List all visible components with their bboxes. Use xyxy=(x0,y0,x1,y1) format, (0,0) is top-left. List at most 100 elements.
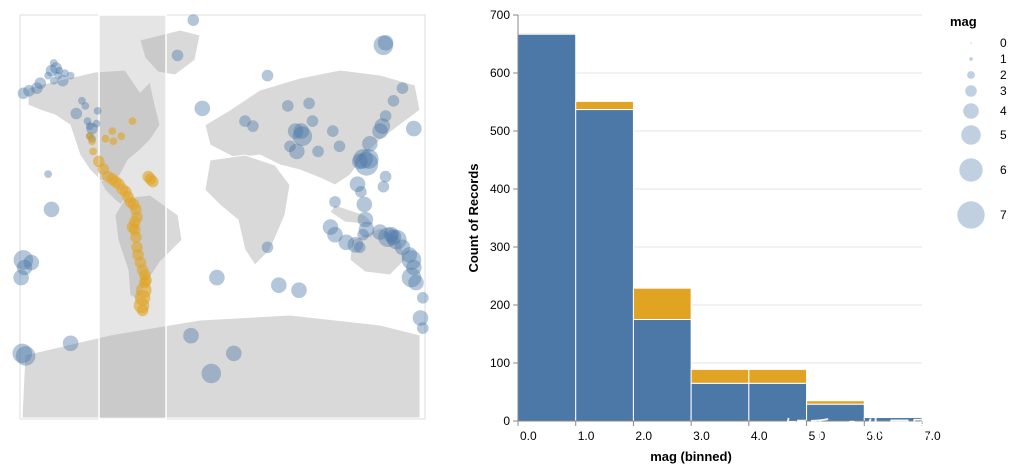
quake-point xyxy=(338,234,355,251)
legend-label: 5 xyxy=(1000,128,1007,142)
x-tick-label: 4.0 xyxy=(751,429,768,443)
x-tick-label: 0.0 xyxy=(520,429,537,443)
quake-point xyxy=(49,76,58,85)
histogram: 0 100 200 300 400 500 600 700 0.0 1.0 2.0 3.0 4.0 5.0… xyxy=(466,8,941,464)
quake-point xyxy=(379,110,392,122)
legend-symbol xyxy=(963,103,979,119)
quake-point xyxy=(385,229,402,245)
quake-point xyxy=(357,228,369,241)
legend-symbol xyxy=(970,42,972,44)
histogram-bar xyxy=(690,382,750,422)
legend-label: 1 xyxy=(1000,52,1007,66)
quake-point-selected xyxy=(88,137,96,146)
histogram-bar-selected xyxy=(575,100,634,111)
quake-point xyxy=(378,227,398,247)
quake-point xyxy=(394,239,411,256)
quake-point xyxy=(284,140,296,153)
greenland xyxy=(139,29,201,76)
quake-point-selected xyxy=(126,221,139,233)
x-tick-label: 3.0 xyxy=(693,429,710,443)
quake-point xyxy=(374,118,391,134)
quake-point xyxy=(359,149,379,169)
x-axis-title: mag (binned) xyxy=(650,449,732,464)
quake-point xyxy=(354,241,366,254)
north-america xyxy=(27,69,161,186)
quake-point-selected xyxy=(130,231,142,243)
quake-point-selected xyxy=(101,134,110,143)
y-tick-label: 700 xyxy=(490,8,510,22)
quake-point xyxy=(54,71,63,80)
quake-point xyxy=(417,292,429,304)
quake-point xyxy=(13,269,29,286)
quake-point xyxy=(349,176,366,192)
quake-point xyxy=(355,186,367,198)
quake-point xyxy=(49,59,58,67)
quake-point xyxy=(187,14,200,26)
quake-point xyxy=(293,123,310,139)
quake-point xyxy=(171,49,184,62)
quake-point-selected xyxy=(140,274,152,286)
y-tick-label: 600 xyxy=(490,66,510,80)
quake-points xyxy=(12,14,429,384)
quake-point xyxy=(194,100,211,117)
histogram-bar-selected xyxy=(690,368,750,384)
land-masses xyxy=(21,29,421,419)
quake-point xyxy=(50,62,62,74)
y-tick-label: 200 xyxy=(490,298,510,312)
legend-label: 2 xyxy=(1000,68,1007,82)
quake-point xyxy=(327,125,339,137)
quake-point xyxy=(412,310,429,326)
quake-point xyxy=(401,247,418,263)
quake-point xyxy=(379,170,392,183)
x-tick-label: 1.0 xyxy=(578,429,595,443)
quake-point xyxy=(372,123,388,139)
quake-point xyxy=(201,363,222,384)
quake-point xyxy=(354,152,379,176)
quake-point-selected xyxy=(109,137,118,146)
quake-point xyxy=(92,119,101,128)
y-tick-label: 0 xyxy=(503,414,510,428)
legend-label: 3 xyxy=(1000,84,1007,98)
quake-point xyxy=(61,69,69,77)
quake-point xyxy=(261,69,274,82)
quake-point xyxy=(347,237,364,253)
legend-symbol xyxy=(969,57,973,61)
y-tick-label: 500 xyxy=(490,124,510,138)
y-tick-label: 100 xyxy=(490,356,510,370)
quake-point xyxy=(352,153,368,170)
quake-point xyxy=(408,274,424,291)
quake-point xyxy=(353,149,373,169)
legend-symbol xyxy=(965,85,977,97)
x-tick-label: 5.0 xyxy=(809,429,826,443)
histogram-bar xyxy=(575,109,634,422)
quake-point xyxy=(43,201,60,218)
quake-point xyxy=(55,66,64,75)
quake-point xyxy=(383,226,400,243)
quake-point xyxy=(333,140,346,153)
histogram-bars xyxy=(517,32,923,422)
earthquake-map[interactable] xyxy=(12,14,429,420)
legend-title: mag xyxy=(950,14,977,29)
legend-symbol xyxy=(961,125,981,145)
y-tick-label: 300 xyxy=(490,240,510,254)
quake-point xyxy=(282,100,294,112)
quake-point xyxy=(261,241,274,254)
antarctica xyxy=(21,314,421,419)
x-tick-label: 2.0 xyxy=(635,429,652,443)
quake-point xyxy=(292,126,313,146)
legend-symbol xyxy=(959,158,983,182)
quake-point xyxy=(226,345,242,362)
histogram-bar xyxy=(632,319,692,422)
quake-point xyxy=(239,115,251,127)
legend-label: 6 xyxy=(1000,163,1007,177)
axes: 0 100 200 300 400 500 600 700 0.0 1.0 2.0 3.0 4.0 5.0… xyxy=(490,8,941,443)
quake-point xyxy=(57,74,69,87)
quake-point xyxy=(31,82,43,94)
quake-point-selected xyxy=(136,304,149,317)
australia xyxy=(349,227,406,276)
quake-point-selected xyxy=(108,127,117,135)
histogram-bar-selected xyxy=(806,400,865,405)
quake-point xyxy=(81,102,90,110)
quake-point xyxy=(289,143,305,160)
